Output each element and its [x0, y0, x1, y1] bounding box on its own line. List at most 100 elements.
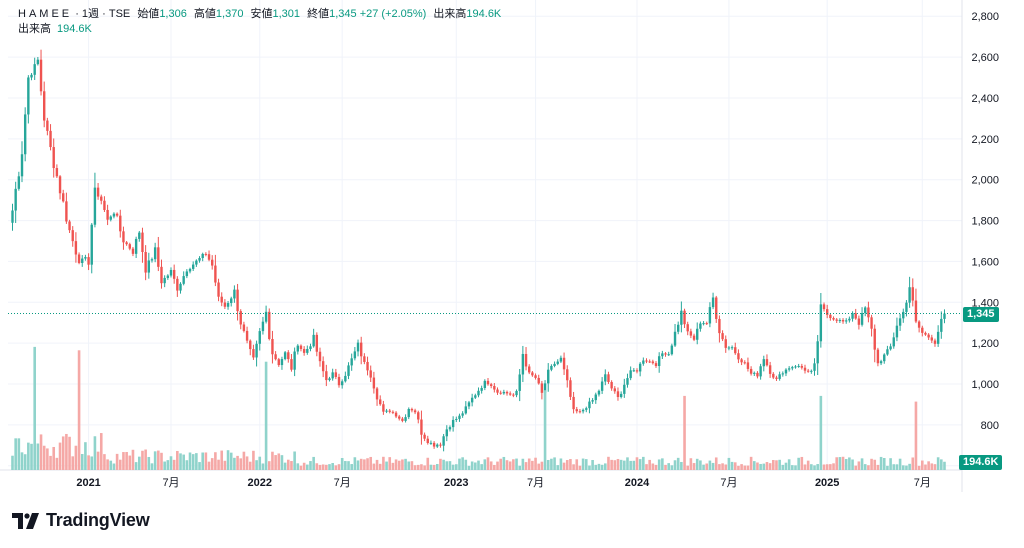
volume-bar: [458, 458, 461, 470]
close-value: 1,345: [329, 8, 357, 20]
volume-bar: [99, 433, 103, 470]
candle-body: [480, 387, 483, 391]
candle-body: [125, 242, 128, 245]
volume-bar: [699, 460, 702, 470]
volume-bar: [325, 464, 328, 470]
candle-body: [65, 201, 68, 222]
candle-body: [49, 130, 52, 148]
candle-body: [141, 232, 144, 253]
volume-bar: [277, 453, 281, 470]
x-tick-label: 2022: [248, 477, 272, 489]
candle-body: [211, 259, 214, 266]
candle-body: [11, 210, 14, 223]
candle-body: [787, 368, 791, 370]
volume-bar: [886, 465, 889, 470]
candle-body: [556, 361, 559, 364]
candle-body: [134, 238, 138, 254]
volume-bar: [943, 461, 946, 470]
candle-body: [62, 193, 65, 202]
candle-body: [46, 120, 49, 131]
y-tick-label: 2,600: [971, 52, 999, 64]
candle-body: [299, 345, 303, 349]
brand-logo[interactable]: TradingView: [12, 510, 150, 531]
candle-body: [914, 300, 918, 322]
candle-body: [306, 348, 309, 353]
volume-bar: [42, 445, 46, 470]
candle-body: [664, 353, 667, 355]
candle-body: [566, 369, 569, 381]
candle-body: [537, 377, 540, 384]
candle-body: [822, 304, 826, 310]
volume-bar: [806, 460, 810, 470]
candle-body: [191, 264, 195, 269]
volume-bar: [39, 434, 43, 470]
volume-bar: [743, 465, 747, 470]
volume-bar: [911, 457, 915, 470]
candle-body: [721, 333, 724, 340]
candle-body: [895, 325, 899, 338]
volume-bar: [134, 462, 138, 470]
y-tick-label: 1,400: [971, 297, 999, 309]
volume-bar: [610, 459, 613, 470]
candle-body: [867, 307, 870, 318]
volume-bar: [584, 459, 588, 470]
x-tick-label: 7月: [527, 477, 544, 489]
volume-bar: [309, 461, 312, 470]
candle-body: [772, 373, 775, 378]
volume-bar: [635, 457, 639, 470]
candle-body: [753, 372, 756, 374]
candle-body: [670, 345, 674, 355]
volume-bar: [185, 460, 189, 470]
volume-bar: [765, 462, 769, 470]
volume-bar: [553, 457, 556, 470]
candle-body: [689, 331, 693, 336]
candle-body: [220, 296, 223, 303]
volume-bar: [873, 459, 877, 470]
price-legend: HAMEE · 1週 · TSE 始値1,306 高値1,370 安値1,301…: [18, 5, 501, 21]
y-tick-label: 1,600: [971, 256, 999, 268]
candle-body: [39, 59, 43, 92]
candle-body: [255, 343, 258, 358]
candle-body: [109, 216, 112, 220]
candle-body: [185, 271, 189, 277]
volume-bar: [204, 452, 208, 470]
volume-bar: [77, 350, 81, 470]
candle-body: [838, 320, 842, 322]
volume-bar: [385, 461, 388, 470]
candle-body: [43, 91, 46, 121]
volume-bar: [239, 458, 243, 470]
candle-body: [521, 353, 525, 375]
candle-body: [540, 383, 544, 393]
volume-bar: [829, 464, 832, 470]
volume-bar: [512, 459, 515, 470]
candle-body: [597, 390, 601, 395]
volume-bar: [191, 454, 195, 470]
volume-bar: [575, 459, 579, 470]
volume-bar: [245, 456, 249, 470]
candle-body: [277, 359, 280, 366]
candle-body: [775, 377, 778, 379]
volume-bar: [87, 455, 90, 470]
volume-bar: [489, 461, 493, 470]
candle-body: [375, 388, 379, 400]
candle-body: [816, 341, 819, 364]
volume-bar: [68, 436, 71, 470]
candle-body: [854, 313, 857, 319]
volume-bar: [619, 459, 623, 470]
candle-body: [385, 410, 388, 412]
candle-body: [524, 353, 528, 367]
volume-bar: [20, 452, 24, 470]
volume-bar: [410, 461, 414, 470]
price-chart[interactable]: 6008001,0001,2001,4001,6001,8002,0002,20…: [0, 0, 1024, 500]
candle-body: [883, 354, 886, 362]
volume-bar: [179, 453, 182, 470]
volume-bar: [397, 460, 401, 470]
volume-bar: [198, 462, 201, 470]
volume-bar: [455, 464, 458, 470]
candle-body: [743, 362, 746, 364]
candle-body: [600, 381, 604, 391]
volume-bar: [432, 464, 436, 470]
y-tick-label: 800: [981, 420, 999, 432]
volume-bar: [58, 442, 62, 470]
